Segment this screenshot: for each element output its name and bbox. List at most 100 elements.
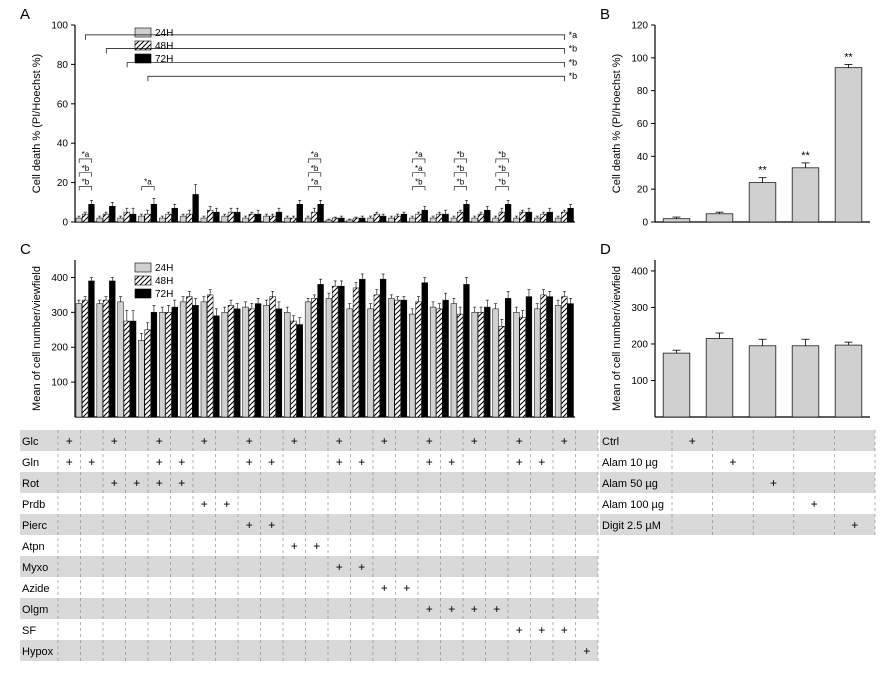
bar: [401, 300, 407, 417]
significance-label: *b: [457, 164, 465, 173]
panel-C: C100200300400Mean of cell number/viewfie…: [20, 241, 575, 417]
treatment-label: Hypox: [22, 646, 54, 658]
bar: [332, 218, 338, 222]
bar: [222, 216, 228, 222]
treatment-mark: +: [538, 455, 545, 469]
treatment-mark: +: [268, 455, 275, 469]
bar: [464, 284, 470, 417]
bar: [534, 218, 540, 222]
treatment-mark: +: [313, 539, 320, 553]
treatment-label: Gln: [22, 457, 39, 469]
bar: [193, 194, 199, 222]
bar: [472, 218, 478, 222]
bar: [130, 321, 136, 417]
bar: [130, 214, 136, 222]
ytick-label: 20: [57, 178, 69, 189]
bar: [186, 214, 192, 222]
bar: [359, 279, 365, 417]
significance-label: *a: [569, 30, 578, 40]
treatment-mark: +: [111, 434, 118, 448]
treatment-label: Alam 100 µg: [602, 499, 664, 511]
bar: [541, 295, 547, 417]
treatment-mark: +: [201, 434, 208, 448]
bar: [347, 309, 353, 417]
bar: [478, 214, 484, 222]
legend-label: 48H: [155, 276, 173, 287]
bar: [706, 339, 733, 418]
ytick-label: 300: [631, 303, 648, 314]
significance-label: *a: [144, 178, 152, 187]
significance-label: **: [844, 51, 853, 63]
panel-label: D: [600, 241, 611, 258]
treatment-mark: +: [516, 623, 523, 637]
bar: [255, 304, 261, 417]
bar: [82, 214, 88, 222]
panel-label: C: [20, 241, 31, 258]
panel-label: B: [600, 6, 610, 23]
bar: [359, 218, 365, 222]
bar: [118, 218, 124, 222]
treatment-mark: +: [156, 434, 163, 448]
treatment-mark: +: [156, 455, 163, 469]
bar: [243, 307, 249, 417]
treatment-mark: +: [358, 455, 365, 469]
treatment-mark: +: [851, 518, 858, 532]
bar: [457, 314, 463, 417]
treatment-mark: +: [689, 434, 696, 448]
bar: [493, 309, 499, 417]
significance-label: *b: [82, 178, 90, 187]
treatment-mark: +: [133, 476, 140, 490]
legend-label: 24H: [155, 28, 173, 39]
bar: [297, 204, 303, 222]
significance-label: **: [758, 165, 767, 177]
bar: [568, 208, 574, 222]
bar: [416, 214, 422, 222]
bar: [297, 325, 303, 417]
bar: [568, 304, 574, 417]
bar: [368, 309, 374, 417]
legend-label: 48H: [155, 41, 173, 52]
treatment-mark: +: [178, 455, 185, 469]
treatment-band: [20, 514, 598, 535]
treatment-mark: +: [561, 434, 568, 448]
bar: [276, 212, 282, 222]
panel-D: D100200300400Mean of cell number/viewfie…: [600, 241, 870, 417]
bar: [484, 210, 490, 222]
treatment-mark: +: [426, 602, 433, 616]
treatment-mark: +: [291, 434, 298, 448]
treatment-band: [20, 598, 598, 619]
ytick-label: 100: [51, 21, 68, 32]
bar: [541, 214, 547, 222]
significance-label: *b: [569, 57, 578, 67]
bar: [276, 309, 282, 417]
bar: [305, 218, 311, 222]
significance-label: *a: [82, 150, 90, 159]
treatment-label: Atpn: [22, 541, 45, 553]
bar: [270, 216, 276, 222]
treatment-mark: +: [729, 455, 736, 469]
bar: [347, 220, 353, 222]
bar: [109, 281, 115, 417]
bar: [186, 297, 192, 417]
significance-label: *b: [415, 178, 423, 187]
panel-B: B020406080100120Cell death % (PI/Hoechst…: [600, 6, 870, 229]
ytick-label: 0: [62, 218, 68, 229]
bar: [561, 212, 567, 222]
treatment-mark: +: [516, 455, 523, 469]
bar: [526, 212, 532, 222]
treatment-mark: +: [246, 518, 253, 532]
bar: [526, 297, 532, 417]
treatment-mark: +: [246, 455, 253, 469]
bar: [422, 283, 428, 417]
ytick-label: 100: [51, 378, 68, 389]
ytick-label: 120: [631, 21, 648, 32]
treatment-band: [20, 472, 598, 493]
bar: [82, 300, 88, 417]
treatment-mark: +: [336, 434, 343, 448]
bar: [505, 204, 511, 222]
ytick-label: 400: [631, 266, 648, 277]
bar: [835, 68, 862, 222]
bar: [284, 218, 290, 222]
bar: [484, 307, 490, 417]
figure-svg: A020406080100Cell death % (PI/Hoechst %)…: [0, 0, 884, 689]
